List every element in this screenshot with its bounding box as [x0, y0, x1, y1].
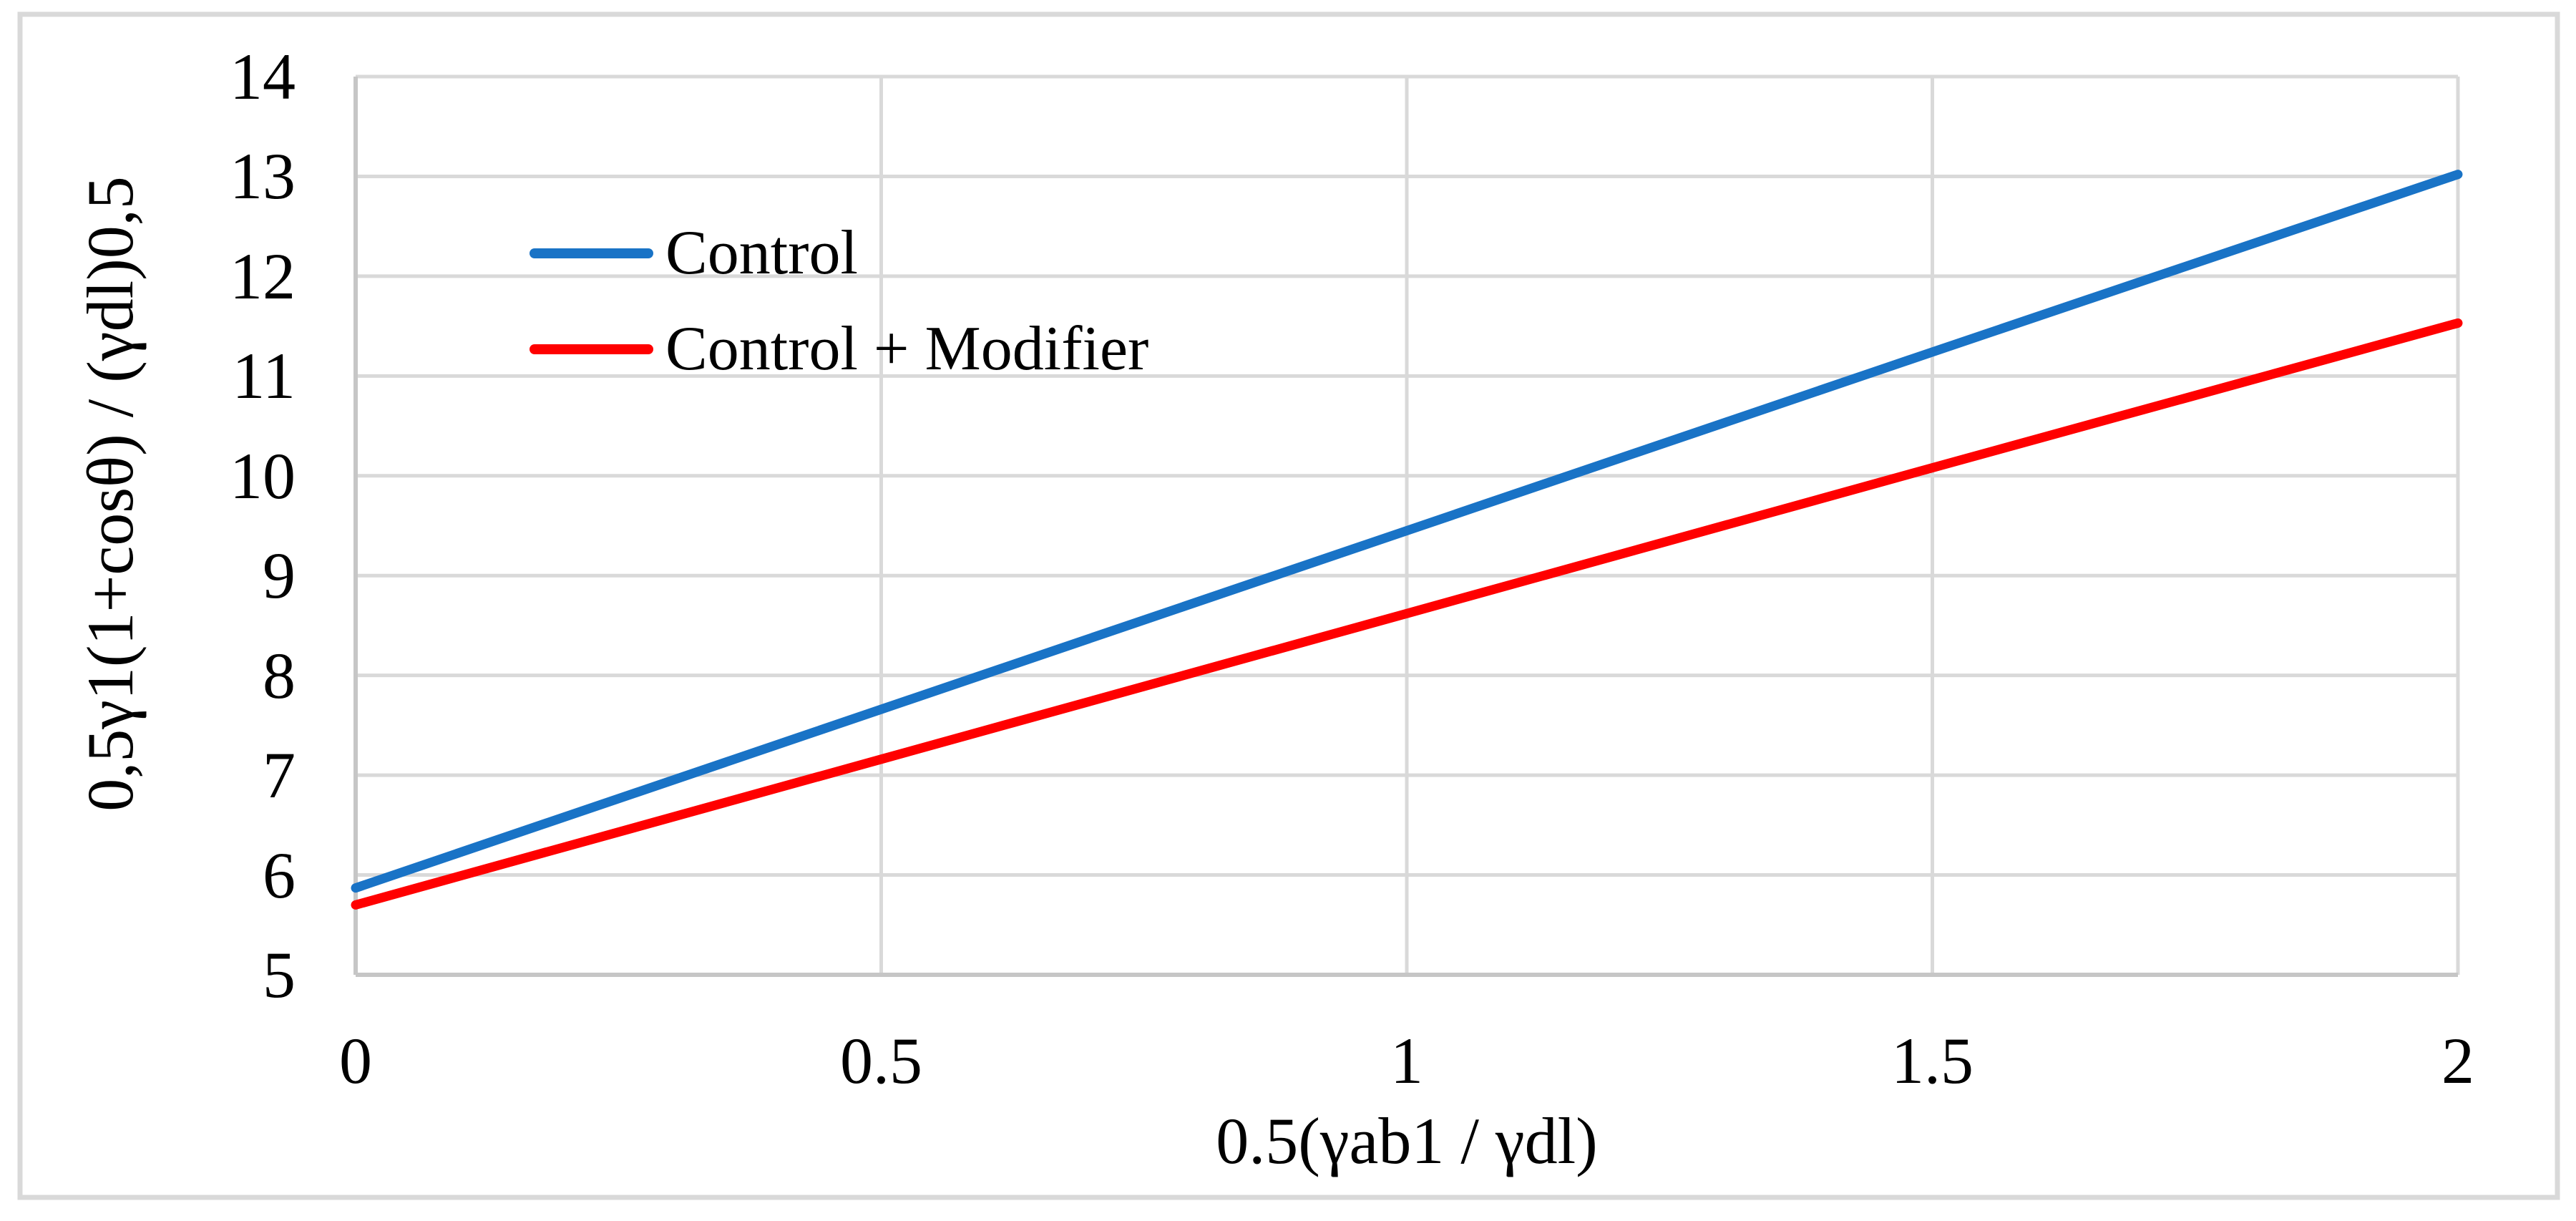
series-line-0: [351, 170, 2463, 893]
x-tick-label: 0: [339, 1024, 372, 1097]
x-tick-label: 1.5: [1891, 1024, 1974, 1097]
legend-label-control: Control: [665, 218, 858, 288]
legend-swatch-control-icon: [530, 248, 653, 258]
legend-label-control-modifier: Control + Modifier: [665, 314, 1149, 384]
x-axis-title: 0.5(γab1 / γdl): [1216, 1104, 1598, 1177]
y-tick-label: 6: [263, 838, 296, 912]
legend-item-control: Control: [530, 222, 858, 285]
y-tick-label: 5: [263, 938, 296, 1011]
y-tick-label: 10: [230, 439, 296, 512]
y-axis-title: 0,5γ1(1+cosθ) / (γdl)0,5: [74, 176, 147, 812]
y-tick-label: 8: [263, 638, 296, 712]
x-tick-label: 0.5: [840, 1024, 922, 1097]
x-tick-label: 2: [2441, 1024, 2474, 1097]
y-tick-label: 7: [263, 739, 296, 812]
x-tick-label: 1: [1390, 1024, 1423, 1097]
legend-item-control-modifier: Control + Modifier: [530, 318, 1148, 381]
legend-swatch-control-modifier-icon: [530, 344, 653, 354]
y-tick-label: 12: [230, 239, 296, 313]
series-line-1: [351, 318, 2463, 910]
figure-border: [17, 11, 2560, 1200]
y-tick-label: 9: [263, 539, 296, 613]
y-tick-label: 11: [232, 339, 296, 413]
y-tick-label: 13: [230, 140, 296, 213]
y-tick-label: 14: [230, 40, 296, 113]
